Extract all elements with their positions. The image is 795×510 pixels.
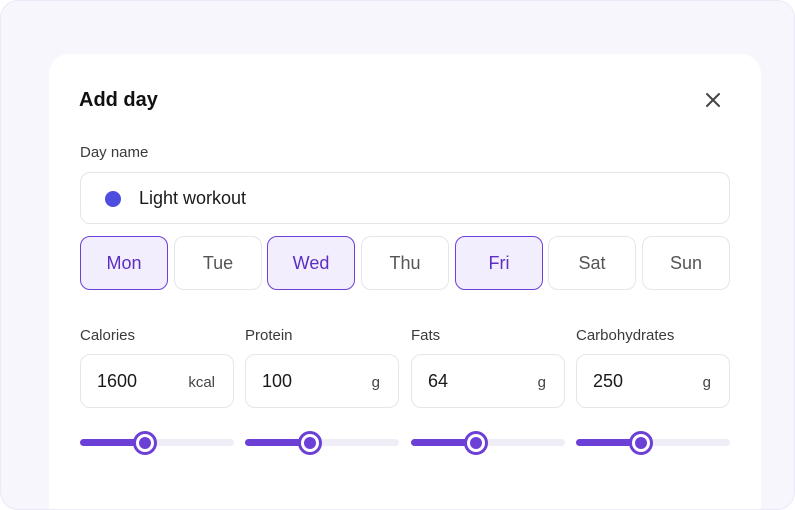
protein-value: 100 xyxy=(262,371,293,391)
fats-slider[interactable] xyxy=(411,431,565,455)
slider-thumb[interactable] xyxy=(463,431,488,455)
fats-value: 64 xyxy=(428,371,449,391)
day-toggle-mon[interactable]: Mon xyxy=(80,236,168,290)
slider-track xyxy=(245,439,399,446)
close-button[interactable] xyxy=(701,88,725,112)
dialog-title: Add day xyxy=(79,89,158,111)
fats-input[interactable]: 64 g xyxy=(411,354,565,408)
slider-fill xyxy=(80,439,145,446)
add-day-dialog: Add day Day name Light workout Mon Tue W… xyxy=(49,54,761,509)
color-dot-icon[interactable] xyxy=(105,191,121,207)
slider-thumb[interactable] xyxy=(297,431,322,455)
calories-unit: kcal xyxy=(188,374,215,391)
calories-label: Calories xyxy=(80,327,136,344)
calories-input[interactable]: 1600 kcal xyxy=(80,354,234,408)
protein-input[interactable]: 100 g xyxy=(245,354,399,408)
slider-fill xyxy=(576,439,641,446)
slider-thumb[interactable] xyxy=(132,431,157,455)
carbohydrates-label: Carbohydrates xyxy=(576,327,675,344)
day-toggle-wed[interactable]: Wed xyxy=(267,236,355,290)
day-name-input[interactable]: Light workout xyxy=(80,172,730,224)
protein-unit: g xyxy=(371,374,380,391)
fats-unit: g xyxy=(537,374,546,391)
slider-track xyxy=(411,439,565,446)
day-toggle-fri[interactable]: Fri xyxy=(455,236,543,290)
day-name-label: Day name xyxy=(80,144,149,161)
carbohydrates-unit: g xyxy=(702,374,711,391)
slider-fill xyxy=(411,439,476,446)
slider-fill xyxy=(245,439,310,446)
carbohydrates-input[interactable]: 250 g xyxy=(576,354,730,408)
day-toggle-tue[interactable]: Tue xyxy=(174,236,262,290)
carbohydrates-value: 250 xyxy=(593,371,624,391)
slider-track xyxy=(576,439,730,446)
carbohydrates-slider[interactable] xyxy=(576,431,730,455)
fats-label: Fats xyxy=(411,327,441,344)
calories-value: 1600 xyxy=(97,371,138,391)
protein-label: Protein xyxy=(245,327,293,344)
day-toggle-sat[interactable]: Sat xyxy=(548,236,636,290)
slider-thumb[interactable] xyxy=(628,431,653,455)
close-icon xyxy=(706,93,720,107)
day-toggle-thu[interactable]: Thu xyxy=(361,236,449,290)
protein-slider[interactable] xyxy=(245,431,399,455)
slider-track xyxy=(80,439,234,446)
day-name-value: Light workout xyxy=(139,188,247,208)
day-toggle-sun[interactable]: Sun xyxy=(642,236,730,290)
calories-slider[interactable] xyxy=(80,431,234,455)
